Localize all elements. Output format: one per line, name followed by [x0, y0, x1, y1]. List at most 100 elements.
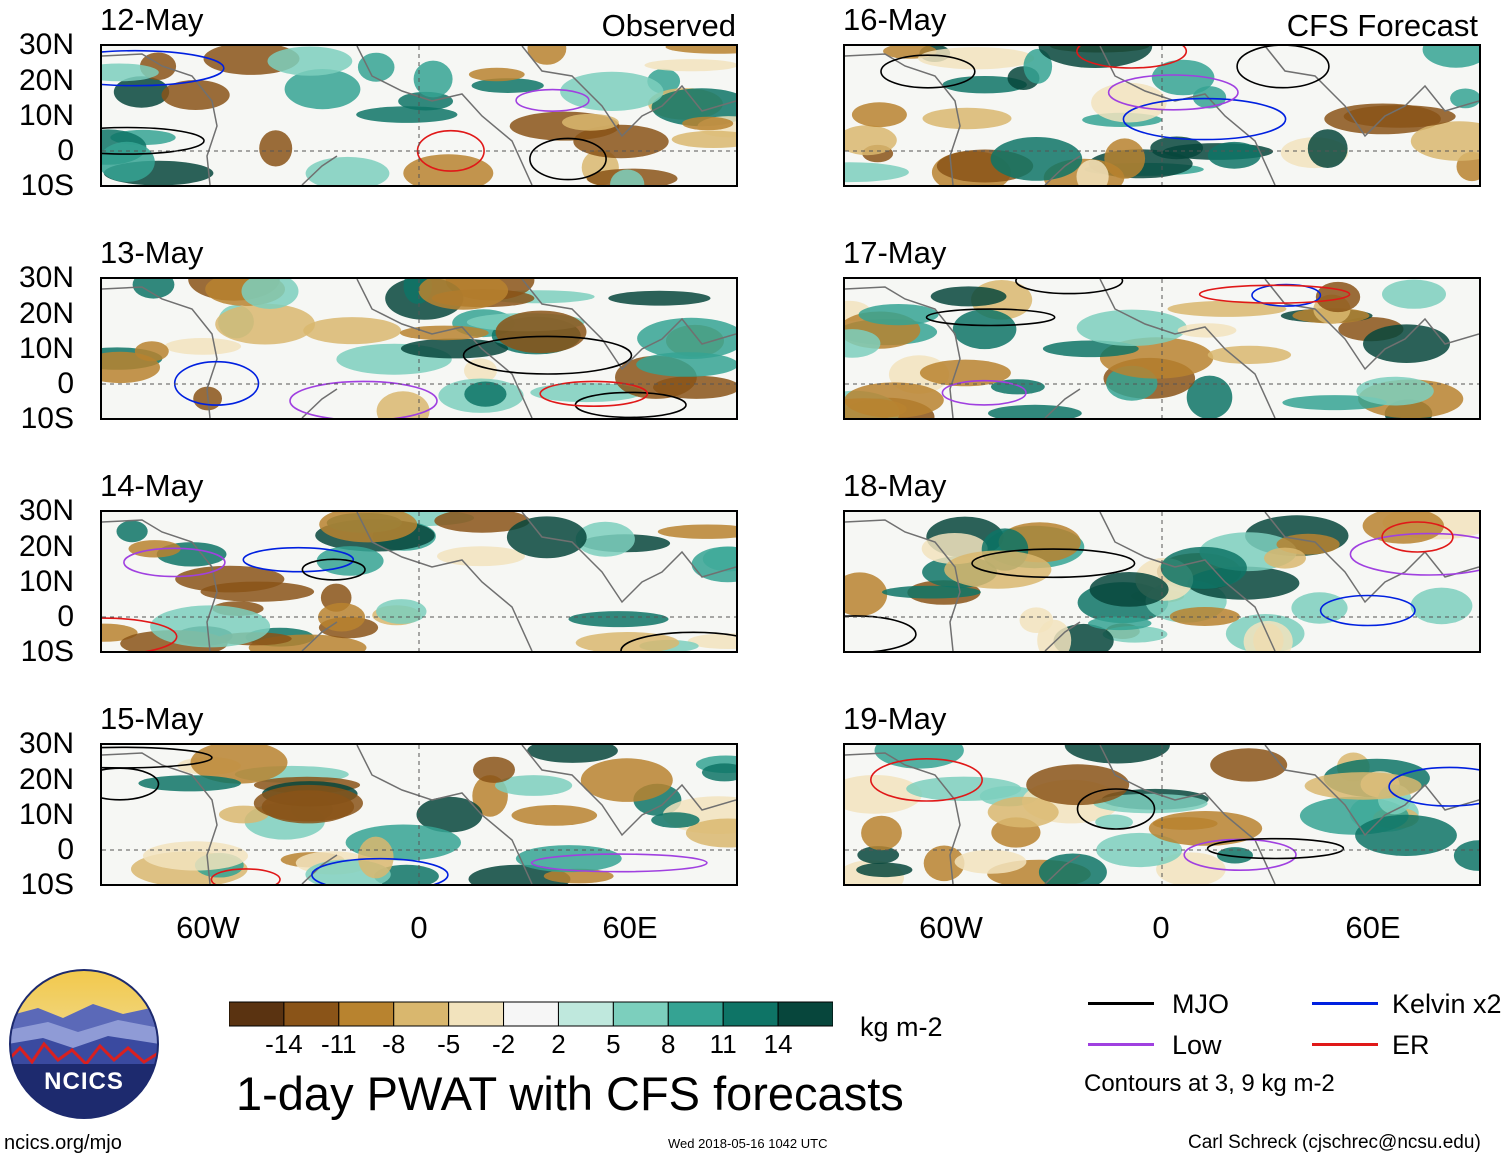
lon-label-0: 0 — [1152, 910, 1170, 945]
colorbar-segment — [612, 1001, 669, 1027]
anomaly-blob — [687, 633, 736, 649]
anomaly-blob — [398, 91, 453, 111]
coastline — [1264, 46, 1479, 138]
colorbar-tick-label: -14 — [265, 1029, 303, 1059]
anomaly-blob — [1150, 136, 1204, 160]
lat-label-0: 0 — [57, 134, 74, 167]
anomaly-blob — [1160, 546, 1247, 589]
lat-label-20n: 20N — [18, 297, 74, 330]
anomaly-blob — [682, 116, 734, 131]
panel-date-16-may: 16-May — [843, 2, 947, 37]
contour-line — [620, 631, 736, 651]
lat-label-10s: 10S — [20, 402, 74, 435]
anomaly-blob — [134, 341, 169, 362]
contour-line — [242, 546, 355, 573]
anomaly-blob — [495, 310, 587, 354]
anomaly-blob — [403, 154, 494, 185]
legend-label-kelvin: Kelvin x2 — [1392, 989, 1502, 1019]
footer-url[interactable]: ncics.org/mjo — [4, 1132, 122, 1154]
contour-line — [1236, 46, 1330, 89]
anomaly-blob — [527, 46, 567, 65]
anomaly-blob — [1291, 592, 1348, 624]
legend-swatch-mjo — [1088, 1002, 1154, 1005]
lat-label-30n: 30N — [18, 494, 74, 527]
contour-line — [529, 137, 607, 181]
anomaly-blob — [851, 102, 907, 128]
lon-label-0: 0 — [410, 910, 428, 945]
anomaly-blob — [543, 868, 614, 884]
anomaly-blob — [845, 775, 922, 814]
anomaly-blob — [434, 512, 530, 533]
anomaly-blob — [1343, 105, 1456, 128]
anomaly-blob — [241, 279, 299, 309]
anomaly-blob — [1095, 814, 1133, 830]
contour-line — [102, 617, 178, 651]
anomaly-blob — [930, 286, 1007, 307]
anomaly-blob — [318, 602, 366, 632]
contour-line — [1198, 284, 1351, 304]
map-field — [102, 279, 736, 418]
colorbar-segment — [503, 1001, 559, 1027]
anomaly-blob — [944, 550, 1052, 589]
anomaly-blob — [530, 382, 643, 403]
legend-label-er: ER — [1392, 1030, 1430, 1060]
anomaly-blob — [416, 796, 483, 833]
coastline — [301, 621, 338, 651]
legend-swatch-er — [1312, 1043, 1378, 1046]
anomaly-blob — [215, 303, 315, 345]
anomaly-blob — [413, 60, 453, 98]
panel-date-14-may: 14-May — [100, 468, 204, 503]
anomaly-blob — [1088, 616, 1152, 631]
contour-line — [845, 615, 917, 651]
anomaly-blob — [284, 69, 361, 110]
map-field — [845, 279, 1479, 418]
anomaly-blob — [190, 745, 288, 784]
colorbar-segment — [722, 1001, 779, 1027]
panel-date-13-may: 13-May — [100, 235, 204, 270]
anomaly-blob — [102, 63, 159, 82]
anomaly-blob — [1037, 619, 1072, 651]
anomaly-blob — [1282, 395, 1387, 411]
anomaly-blob — [376, 599, 427, 624]
anomaly-blob — [473, 756, 515, 783]
contour-line — [123, 547, 226, 578]
observed-label: Observed — [601, 8, 736, 43]
lat-label-10s: 10S — [20, 169, 74, 202]
anomaly-blob — [1307, 129, 1348, 168]
colorbar-units: kg m-2 — [860, 1012, 943, 1042]
colorbar — [228, 1001, 834, 1027]
map-field — [102, 46, 736, 185]
anomaly-blob — [113, 76, 170, 108]
lat-label-20n: 20N — [18, 530, 74, 563]
anomaly-blob — [685, 818, 736, 848]
anomaly-blob — [991, 379, 1045, 395]
anomaly-blob — [1076, 309, 1187, 346]
panel-date-19-may: 19-May — [843, 701, 947, 736]
contour-line — [1015, 279, 1124, 295]
coastline — [521, 512, 736, 604]
anomaly-blob — [701, 763, 736, 782]
contour-line — [530, 853, 708, 873]
anomaly-blob — [138, 775, 241, 792]
panel-date-17-may: 17-May — [843, 235, 947, 270]
anomaly-blob — [988, 404, 1082, 418]
anomaly-blob — [515, 845, 622, 873]
contour-line — [925, 308, 1056, 327]
contour-line — [971, 548, 1136, 579]
anomaly-blob — [856, 862, 913, 878]
anomaly-blob — [608, 290, 711, 306]
coastline — [356, 512, 533, 651]
anomaly-blob — [845, 398, 907, 418]
map-panel-13-may — [100, 277, 738, 420]
map-panel-19-may — [843, 743, 1481, 886]
anomaly-blob — [922, 107, 1012, 130]
lat-label-30n: 30N — [18, 261, 74, 294]
anomaly-blob — [857, 846, 900, 864]
anomaly-blob — [305, 156, 390, 185]
anomaly-blob — [1453, 840, 1479, 871]
colorbar-svg — [228, 1001, 834, 1027]
contour-line — [515, 88, 590, 113]
anomaly-blob — [644, 59, 736, 72]
contour-line — [289, 380, 438, 418]
coastline — [1099, 745, 1276, 884]
